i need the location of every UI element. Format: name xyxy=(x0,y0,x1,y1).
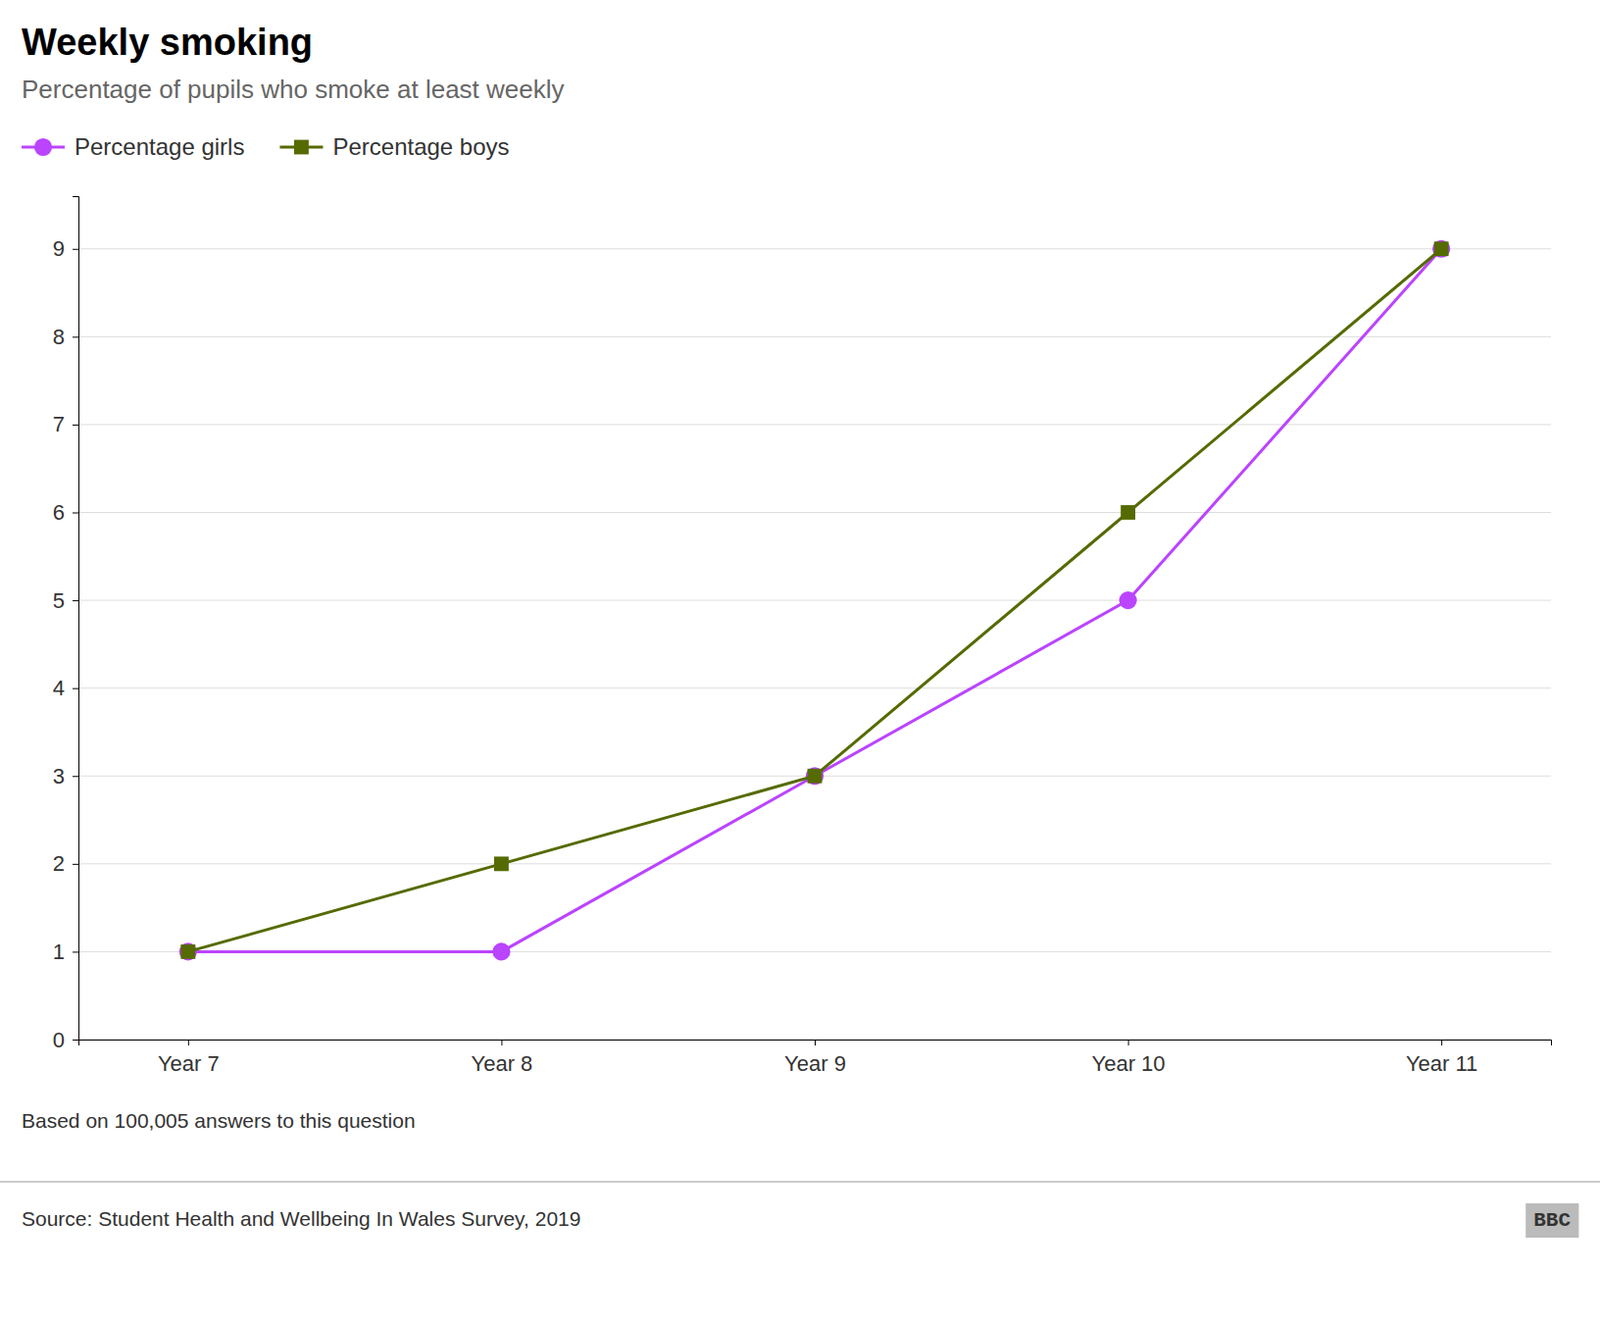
y-tick-label: 1 xyxy=(52,939,65,964)
y-tick: 7 xyxy=(52,411,79,437)
y-tick-mark xyxy=(72,1039,79,1041)
y-tick-mark xyxy=(72,600,79,601)
x-tick-mark xyxy=(188,1039,190,1046)
x-tick-label: Year 10 xyxy=(1092,1050,1166,1076)
y-tick-mark xyxy=(72,424,79,426)
x-tick-label: Year 7 xyxy=(157,1050,220,1076)
legend-swatch-marker xyxy=(294,140,309,155)
y-tick-mark xyxy=(72,249,79,250)
brand-box: BBC xyxy=(1525,1202,1579,1238)
separator xyxy=(0,1181,1600,1183)
x-tick-mark xyxy=(814,1039,816,1046)
y-axis-line xyxy=(72,197,80,1041)
y-tick-label: 0 xyxy=(52,1027,65,1052)
x-tick: Year 11 xyxy=(1405,1039,1478,1076)
chart-svg: Weekly smoking Percentage of pupils who s… xyxy=(0,0,1600,1322)
y-tick: 6 xyxy=(52,500,79,525)
y-tick: 5 xyxy=(52,588,79,613)
x-tick: Year 8 xyxy=(471,1039,534,1076)
background xyxy=(0,0,1600,1322)
y-tick-mark xyxy=(72,336,79,338)
grid-line xyxy=(78,862,1551,864)
data-point xyxy=(1118,591,1137,609)
grid-line xyxy=(78,423,1551,425)
y-tick: 4 xyxy=(52,675,79,700)
y-tick-label: 3 xyxy=(52,763,65,789)
y-tick-label: 2 xyxy=(52,850,65,876)
x-tick-mark xyxy=(1441,1039,1443,1046)
data-point xyxy=(1434,241,1450,256)
y-tick: 9 xyxy=(52,236,79,261)
y-axis: 0 1 2 3 4 5 6 7 8 9 xyxy=(52,197,80,1052)
brand-label: BBC xyxy=(1533,1208,1571,1232)
legend-label: Percentage boys xyxy=(332,133,509,160)
y-tick-mark xyxy=(72,512,79,514)
y-tick-label: 7 xyxy=(52,411,65,437)
y-tick-label: 4 xyxy=(52,675,65,700)
series-line xyxy=(188,249,1442,952)
y-tick: 0 xyxy=(52,1027,79,1052)
data-point xyxy=(1120,504,1136,520)
x-tick-label: Year 11 xyxy=(1405,1050,1478,1076)
plot-marks xyxy=(179,240,1450,961)
subtitle: Percentage of pupils who smoke at least … xyxy=(21,74,565,104)
y-tick-mark xyxy=(72,863,79,865)
legend-item: Percentage boys xyxy=(279,133,509,160)
chart-container: Weekly smoking Percentage of pupils who s… xyxy=(0,0,1600,1322)
data-point xyxy=(805,766,824,785)
y-tick-label: 6 xyxy=(52,500,65,525)
legend: Percentage girls Percentage boys xyxy=(21,133,510,160)
legend-item: Percentage girls xyxy=(21,133,245,160)
legend-label: Percentage girls xyxy=(74,133,245,160)
x-axis: Year 7 Year 8 Year 9 Year 10 Year 11 xyxy=(79,1039,1552,1076)
y-tick-label: 5 xyxy=(52,588,65,613)
source: Source: Student Health and Wellbeing In … xyxy=(21,1206,581,1230)
series-1 xyxy=(180,241,1449,958)
grid-line xyxy=(78,600,1551,601)
footnote: Based on 100,005 answers to this questio… xyxy=(21,1108,416,1132)
y-tick: 1 xyxy=(52,939,79,964)
x-tick-label: Year 8 xyxy=(471,1050,534,1076)
title: Weekly smoking xyxy=(21,21,313,63)
x-tick: Year 7 xyxy=(157,1039,220,1076)
grid-line xyxy=(78,511,1551,513)
x-axis-line xyxy=(79,1040,1552,1047)
y-tick-label: 9 xyxy=(52,236,65,261)
y-tick: 3 xyxy=(52,763,79,789)
y-tick-mark xyxy=(72,775,79,777)
data-point xyxy=(1432,240,1450,258)
x-tick-mark xyxy=(1128,1039,1130,1046)
x-tick-label: Year 9 xyxy=(784,1050,847,1076)
data-point xyxy=(180,944,196,959)
data-point xyxy=(492,942,510,960)
data-point xyxy=(179,942,198,960)
grid-line xyxy=(78,687,1551,689)
y-tick-label: 8 xyxy=(52,324,65,350)
x-tick: Year 9 xyxy=(784,1039,847,1076)
y-tick-mark xyxy=(72,688,79,690)
y-tick: 2 xyxy=(52,850,79,876)
grid-line xyxy=(78,336,1551,338)
y-tick-mark xyxy=(72,950,79,952)
brand-box-background xyxy=(1525,1202,1579,1238)
data-point xyxy=(494,855,509,871)
legend-swatch-marker xyxy=(34,138,52,156)
grid xyxy=(78,249,1551,1040)
x-tick: Year 10 xyxy=(1092,1039,1166,1076)
grid-line xyxy=(78,248,1551,250)
y-tick: 8 xyxy=(52,324,79,350)
data-point xyxy=(807,768,823,784)
x-tick-mark xyxy=(500,1039,502,1046)
series-line xyxy=(188,249,1442,952)
series-0 xyxy=(179,240,1450,961)
